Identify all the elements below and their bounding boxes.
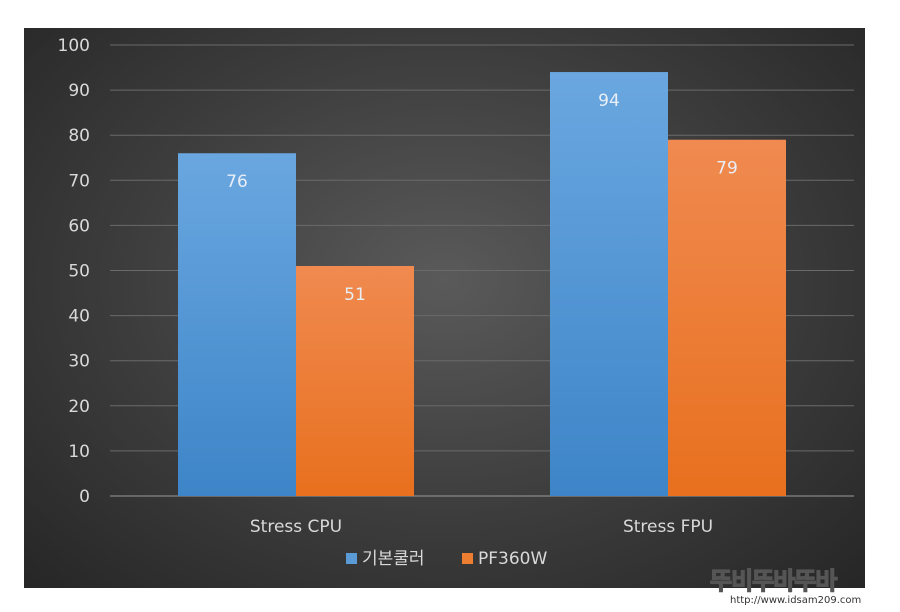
- y-tick-label: 0: [79, 487, 90, 507]
- watermark-text: 뚜비뚜바뚜바: [710, 567, 837, 595]
- data-labels: 76 51 94 79: [226, 91, 738, 305]
- data-label: 76: [226, 172, 248, 192]
- legend-label: 기본쿨러: [362, 549, 425, 569]
- category-label: Stress FPU: [623, 517, 713, 537]
- y-tick-label: 30: [68, 352, 90, 372]
- y-tick-label: 70: [68, 171, 90, 191]
- y-axis-ticks: 0 10 20 30 40 50 60 70 80 90 100: [58, 36, 90, 507]
- legend-swatch: [346, 553, 357, 564]
- bar-series2: [296, 265, 414, 496]
- bar-series2: [668, 139, 786, 496]
- y-tick-label: 90: [68, 81, 90, 101]
- data-label: 51: [344, 285, 366, 305]
- legend-label: PF360W: [478, 549, 547, 569]
- y-tick-label: 60: [68, 216, 90, 236]
- chart-area: 0 10 20 30 40 50 60 70 80 90 100 76 51 94 79 Stress C…: [24, 28, 865, 588]
- watermark-url: http://www.idsam209.com: [730, 595, 861, 606]
- bar-series1: [550, 72, 668, 496]
- y-tick-label: 20: [68, 397, 90, 417]
- bar-series1: [178, 153, 296, 496]
- y-tick-label: 50: [68, 262, 90, 282]
- bar-chart: 0 10 20 30 40 50 60 70 80 90 100 76 51 94 79 Stress C…: [58, 36, 854, 569]
- legend: 기본쿨러 PF360W: [346, 549, 547, 569]
- bars: [178, 72, 786, 496]
- y-tick-label: 40: [68, 307, 90, 327]
- x-axis-categories: Stress CPU Stress FPU: [250, 517, 713, 537]
- category-label: Stress CPU: [250, 517, 342, 537]
- y-tick-label: 10: [68, 442, 90, 462]
- y-tick-label: 80: [68, 126, 90, 146]
- watermark-logo: 뚜비뚜바뚜바 http://www.idsam209.com: [709, 566, 861, 606]
- data-label: 79: [716, 159, 738, 179]
- data-label: 94: [598, 91, 620, 111]
- y-tick-label: 100: [58, 36, 90, 56]
- legend-swatch: [462, 553, 473, 564]
